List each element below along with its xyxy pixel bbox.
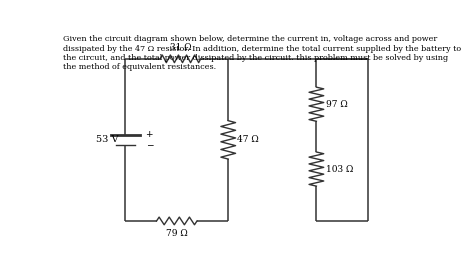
Text: +: +	[146, 130, 153, 139]
Text: Given the circuit diagram shown below, determine the current in, voltage across : Given the circuit diagram shown below, d…	[63, 35, 461, 71]
Text: 97 Ω: 97 Ω	[326, 100, 347, 109]
Text: 47 Ω: 47 Ω	[237, 135, 259, 144]
Text: 53 V: 53 V	[96, 135, 118, 144]
Text: 103 Ω: 103 Ω	[326, 165, 353, 174]
Text: 31 Ω: 31 Ω	[170, 43, 191, 52]
Text: −: −	[146, 141, 153, 150]
Text: 79 Ω: 79 Ω	[166, 229, 188, 238]
